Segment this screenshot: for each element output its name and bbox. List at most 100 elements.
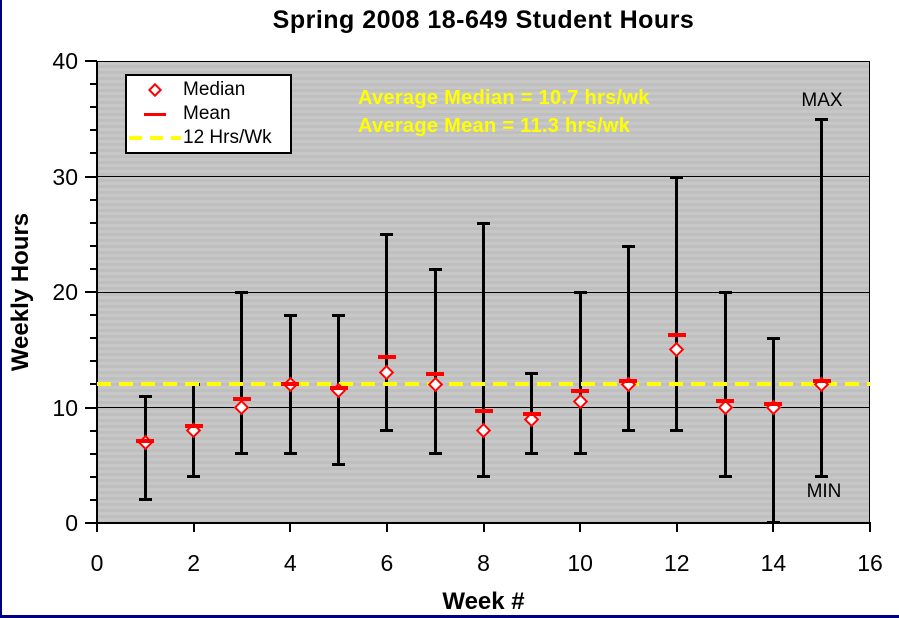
error-bar-cap-max-week-8	[477, 221, 490, 225]
error-bar-cap-max-week-4	[283, 314, 297, 318]
error-bar-week-12	[675, 176, 679, 431]
error-bar-cap-max-week-6	[380, 233, 394, 237]
mean-marker-week-1	[136, 438, 155, 443]
x-tick-16	[869, 523, 871, 532]
y-minor-tick-38	[90, 83, 97, 86]
x-tick-label-10: 10	[567, 550, 593, 576]
mean-marker-week-13	[716, 398, 735, 403]
legend-item-12hrs: 12 Hrs/Wk	[127, 126, 290, 150]
error-bar-week-14	[771, 338, 775, 523]
error-bar-cap-min-week-1	[138, 497, 152, 501]
mean-marker-week-15	[812, 378, 831, 383]
mean-marker-week-9	[522, 412, 541, 417]
chart-title: Spring 2008 18-649 Student Hours	[272, 6, 695, 34]
error-bar-cap-min-week-4	[283, 451, 297, 455]
window-edge-bottom	[0, 615, 899, 618]
error-bar-cap-max-week-11	[621, 244, 635, 248]
error-bar-cap-min-week-11	[621, 428, 635, 432]
x-tick-label-8: 8	[477, 550, 490, 576]
min-annotation: MIN	[806, 481, 842, 502]
y-minor-tick-22	[90, 267, 97, 270]
mean-marker-week-12	[667, 332, 686, 337]
error-bar-cap-max-week-5	[332, 314, 346, 318]
x-tick-label-4: 4	[283, 550, 297, 576]
error-bar-week-3	[240, 292, 244, 454]
x-tick-label-16: 16	[857, 550, 883, 576]
error-bar-cap-max-week-12	[670, 175, 684, 179]
x-tick-0	[96, 523, 98, 532]
mean-marker-week-3	[232, 397, 251, 402]
x-tick-4	[289, 523, 292, 532]
y-minor-tick-4	[90, 475, 97, 478]
error-bar-cap-min-week-8	[477, 474, 490, 478]
mean-marker-week-4	[281, 382, 300, 387]
window-edge-left	[0, 0, 2, 618]
mean-marker-week-6	[377, 354, 396, 359]
y-axis-line	[96, 61, 98, 524]
y-minor-tick-32	[90, 152, 97, 155]
legend-label-mean: Mean	[183, 103, 231, 124]
error-bar-cap-max-week-10	[573, 291, 587, 294]
y-tick-label-0: 0	[65, 510, 78, 536]
error-bar-cap-min-week-2	[187, 474, 201, 478]
y-tick-label-40: 40	[52, 48, 78, 74]
error-bar-cap-min-week-6	[380, 428, 394, 432]
x-tick-label-14: 14	[760, 550, 787, 576]
gridline-y-30	[97, 176, 870, 177]
error-bar-cap-min-week-15	[815, 474, 829, 478]
mean-marker-week-10	[571, 389, 590, 394]
error-bar-week-6	[385, 234, 389, 431]
error-bar-cap-min-week-9	[525, 451, 539, 455]
dashed-line-icon	[127, 136, 183, 140]
error-bar-cap-max-week-7	[428, 267, 442, 271]
error-bar-week-8	[482, 222, 485, 477]
y-tick-label-20: 20	[52, 279, 78, 305]
mean-marker-week-8	[474, 408, 493, 413]
max-annotation: MAX	[801, 90, 843, 111]
error-bar-week-7	[433, 268, 437, 454]
y-tick-40	[85, 60, 97, 62]
y-minor-tick-12	[90, 383, 97, 386]
x-tick-10	[579, 523, 582, 532]
x-tick-label-0: 0	[90, 550, 104, 576]
error-bar-cap-max-week-3	[235, 291, 249, 294]
y-minor-tick-16	[90, 337, 97, 340]
error-bar-cap-max-week-14	[766, 337, 780, 341]
y-minor-tick-6	[90, 452, 97, 455]
y-tick-10	[85, 406, 97, 409]
error-bar-cap-min-week-5	[332, 463, 346, 467]
y-tick-20	[85, 291, 97, 293]
error-bar-cap-max-week-1	[138, 394, 152, 398]
error-bar-week-15	[820, 118, 824, 477]
y-tick-0	[85, 522, 97, 524]
mean-marker-week-7	[426, 372, 445, 376]
y-minor-tick-36	[90, 106, 97, 109]
x-tick-8	[482, 523, 485, 532]
y-minor-tick-34	[90, 129, 97, 132]
error-bar-week-10	[578, 292, 582, 454]
x-tick-label-12: 12	[663, 550, 690, 576]
reference-line-12hrs	[97, 382, 870, 387]
x-tick-label-2: 2	[187, 550, 201, 576]
x-tick-12	[675, 523, 678, 532]
mean-marker-week-2	[184, 423, 203, 428]
x-tick-2	[192, 523, 195, 532]
error-bar-cap-max-week-15	[815, 117, 829, 121]
mean-marker-week-5	[329, 385, 348, 390]
error-bar-cap-max-week-9	[525, 371, 539, 375]
error-bar-cap-min-week-13	[718, 474, 732, 478]
legend: Median Mean 12 Hrs/Wk	[125, 74, 292, 154]
y-minor-tick-26	[90, 221, 97, 224]
y-minor-tick-18	[90, 314, 97, 317]
y-minor-tick-8	[90, 429, 97, 432]
average-annotation: Average Median = 10.7 hrs/wk Average Mea…	[358, 84, 650, 140]
legend-item-mean: Mean	[127, 102, 290, 126]
y-minor-tick-28	[90, 198, 97, 201]
y-tick-label-10: 10	[52, 394, 78, 421]
error-bar-week-11	[626, 245, 630, 431]
y-tick-label-30: 30	[52, 163, 78, 190]
error-bar-cap-min-week-14	[766, 521, 780, 524]
x-tick-14	[772, 523, 775, 532]
y-minor-tick-24	[90, 244, 97, 247]
x-axis-title: Week #	[442, 588, 525, 615]
